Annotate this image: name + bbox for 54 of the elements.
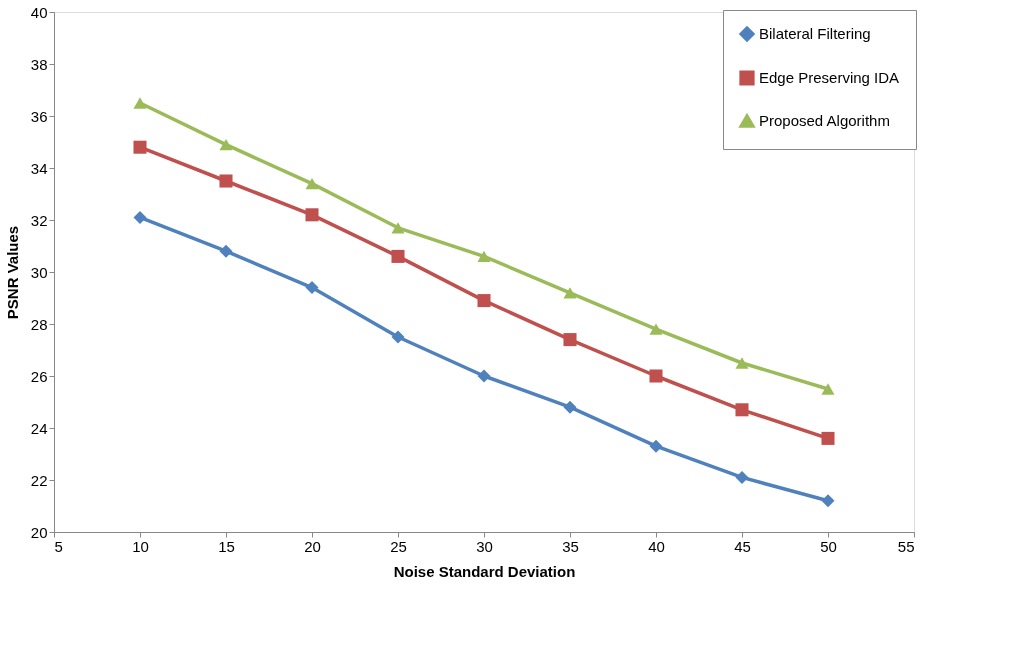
x-tick-label: 35 (562, 537, 579, 555)
x-tick-label: 55 (897, 537, 915, 555)
x-tick-label: 45 (734, 537, 751, 555)
y-tick-label: 40 (30, 3, 48, 21)
point (133, 210, 147, 224)
point (219, 138, 233, 151)
point (649, 323, 663, 335)
point (391, 330, 405, 344)
x-tick-label: 50 (820, 537, 837, 555)
y-tick-label: 20 (30, 523, 48, 541)
point (563, 287, 577, 299)
point (563, 400, 577, 414)
y-tick-label: 34 (30, 159, 48, 177)
point (133, 97, 147, 109)
x-tick-label: 5 (54, 537, 63, 555)
point (563, 333, 577, 347)
legend-label: Edge Preserving IDA (759, 69, 900, 86)
point (219, 174, 233, 188)
x-axis-title: Noise Standard Deviation (393, 562, 576, 580)
y-tick-label: 22 (30, 471, 48, 489)
y-tick-label: 32 (30, 211, 48, 229)
point (391, 222, 405, 234)
point (477, 250, 491, 263)
x-tick-label: 10 (132, 537, 149, 555)
point (735, 403, 749, 417)
legend-label: Bilateral Filtering (759, 25, 871, 42)
x-tick-label: 30 (476, 537, 493, 555)
point (821, 383, 835, 395)
point (133, 140, 147, 154)
y-tick-label: 36 (30, 107, 48, 125)
point (391, 249, 405, 263)
point (305, 208, 319, 222)
point (649, 369, 663, 383)
point (649, 439, 663, 453)
y-tick-label: 30 (30, 263, 48, 281)
y-tick-label: 38 (30, 55, 48, 73)
y-tick-label: 28 (30, 315, 48, 333)
y-tick-label: 24 (30, 419, 48, 437)
point (477, 294, 491, 308)
point (821, 494, 835, 508)
point (305, 177, 319, 190)
point (821, 431, 835, 445)
x-tick-label: 40 (648, 537, 665, 555)
x-tick-label: 25 (390, 537, 407, 555)
x-tick-label: 15 (218, 537, 235, 555)
legend-label: Proposed Algorithm (759, 112, 890, 129)
point (477, 369, 491, 383)
point (735, 470, 749, 484)
point (219, 244, 233, 258)
point (735, 357, 749, 369)
y-tick-label: 26 (30, 367, 48, 385)
point (305, 281, 319, 295)
y-axis-title: PSNR Values (3, 225, 21, 320)
x-tick-label: 20 (304, 537, 321, 555)
